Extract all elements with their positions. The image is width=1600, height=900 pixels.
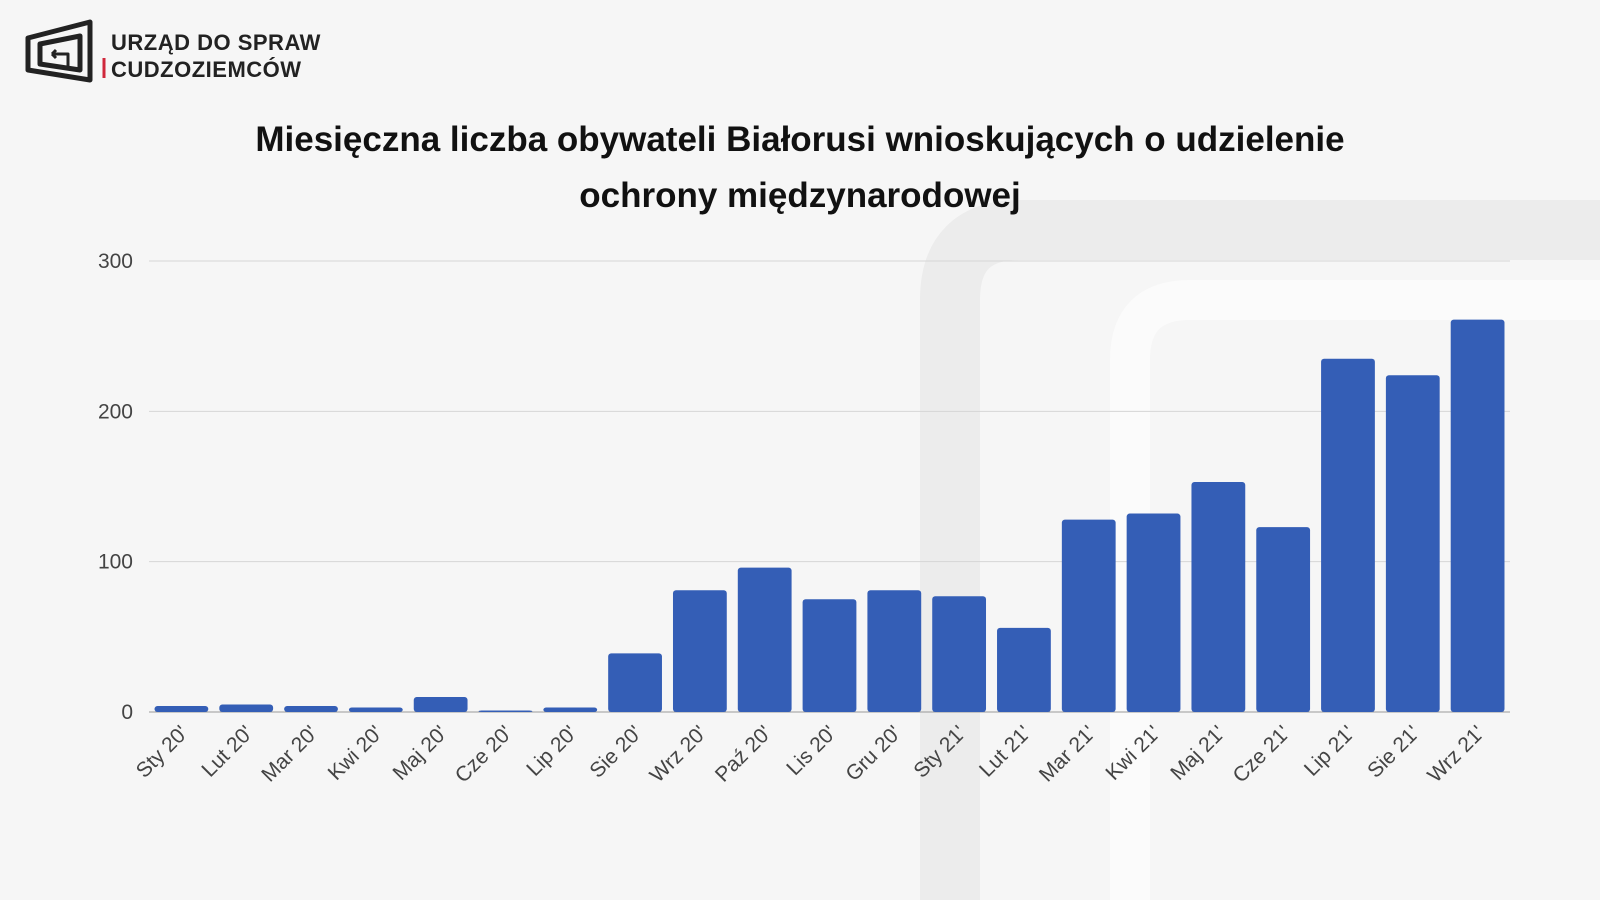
org-name: URZĄD DO SPRAW (111, 30, 321, 55)
bar (997, 627, 1051, 712)
bar (932, 596, 987, 712)
x-tick-label: Cze 21' (1229, 721, 1295, 787)
bar (154, 705, 209, 712)
x-tick-label: Kwi 20' (324, 721, 388, 785)
bar (608, 653, 662, 712)
x-tick-label: Lis 20' (782, 721, 841, 780)
bar (413, 696, 468, 712)
bar (219, 704, 274, 712)
x-tick-label: Cze 20' (451, 721, 517, 787)
x-tick-label: Gru 20' (841, 721, 906, 786)
bar (1126, 513, 1181, 712)
y-tick-label: 100 (98, 551, 133, 574)
bar (737, 567, 792, 712)
x-tick-label: Sty 20' (132, 721, 193, 782)
x-tick-label: Lut 20' (197, 721, 257, 781)
x-tick-label: Sie 20' (585, 721, 646, 782)
bar (1061, 519, 1116, 712)
logo (25, 19, 106, 83)
x-tick-label: Mar 21' (1035, 721, 1100, 786)
bar (1256, 527, 1311, 712)
x-tick-label: Lip 21' (1300, 721, 1360, 781)
x-tick-label: Lut 21' (975, 721, 1035, 781)
x-tick-label: Sie 21' (1363, 721, 1424, 782)
bar (543, 707, 598, 712)
bar (284, 705, 338, 712)
bar (672, 590, 727, 712)
x-tick-label: Wrz 21' (1423, 721, 1489, 787)
background-shape (920, 200, 1600, 900)
x-tick-label: Wrz 20' (646, 721, 712, 787)
chart-title: Miesięczna liczba obywateli Białorusi wn… (255, 120, 1345, 215)
y-tick-label: 0 (121, 701, 133, 724)
x-tick-label: Paź 20' (711, 721, 776, 786)
y-tick-label: 200 (98, 400, 133, 423)
bar (1450, 319, 1505, 712)
org-name: CUDZOZIEMCÓW (111, 57, 302, 82)
x-tick-label: Maj 21' (1166, 721, 1230, 785)
bar (478, 710, 533, 712)
x-tick-label: Mar 20' (257, 721, 322, 786)
background-shape (1110, 280, 1600, 900)
x-tick-label: Maj 20' (389, 721, 453, 785)
bar (1191, 481, 1246, 712)
y-tick-label: 300 (98, 250, 133, 273)
bar (802, 599, 857, 712)
bar (348, 707, 403, 712)
bar (1385, 375, 1440, 712)
x-tick-label: Lip 20' (522, 721, 582, 781)
bar (867, 590, 922, 712)
bar (1321, 358, 1375, 712)
